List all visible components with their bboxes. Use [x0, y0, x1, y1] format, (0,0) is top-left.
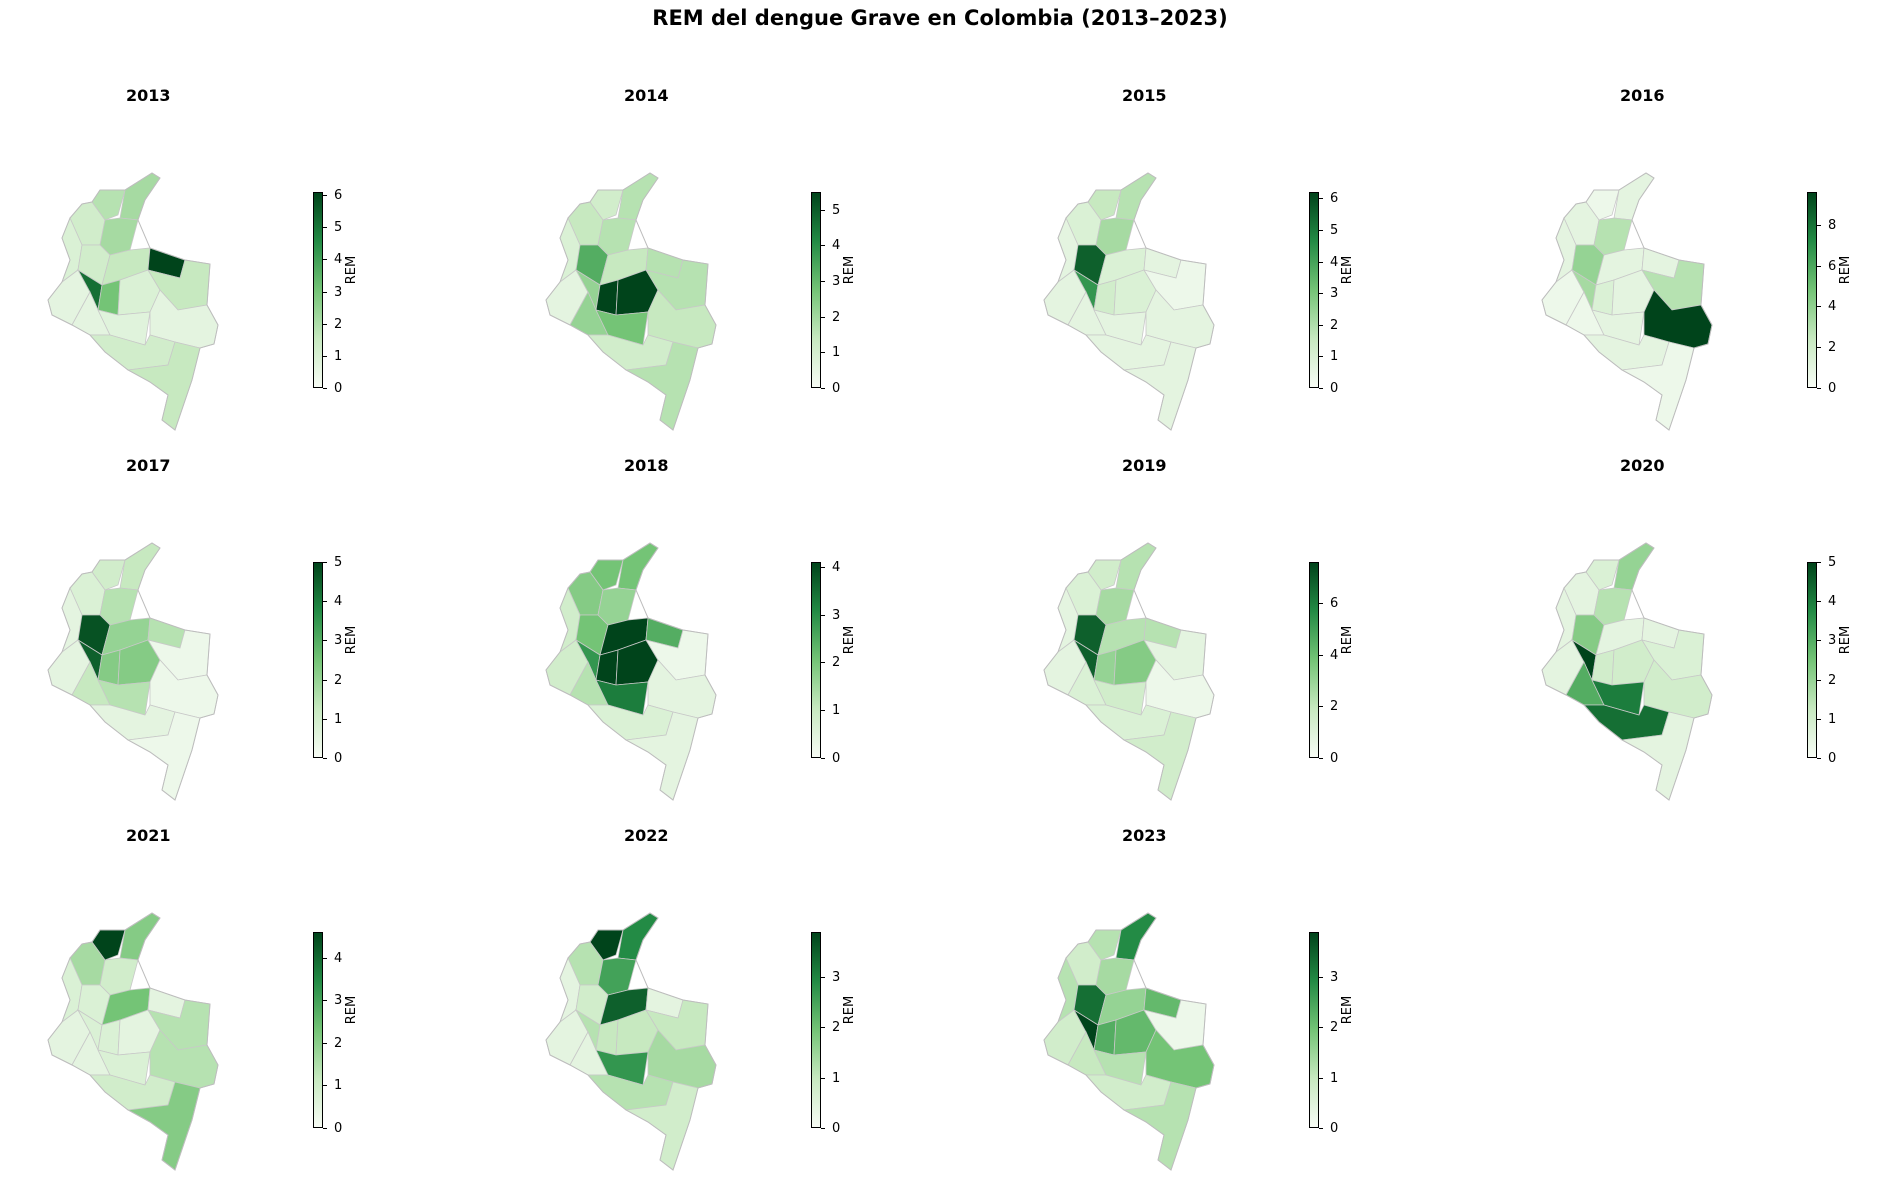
country-outline	[545, 172, 717, 431]
map-panel: 2021 0 1 2 3 4 REM	[0, 810, 420, 1171]
choropleth-map	[1043, 542, 1215, 801]
figure-title: REM del dengue Grave en Colombia (2013–2…	[652, 6, 1228, 30]
map-panel: 2015 0 1 2 3 4 5 6 REM	[996, 70, 1416, 431]
department-region	[97, 1049, 151, 1086]
choropleth-map	[47, 542, 219, 801]
choropleth-map	[47, 172, 219, 431]
country-outline	[47, 912, 219, 1171]
colorbar	[313, 932, 323, 1128]
colorbar-label: REM	[1838, 255, 1853, 285]
colorbar	[1807, 562, 1817, 758]
colorbar	[313, 562, 323, 758]
colorbar-label: REM	[842, 625, 857, 655]
choropleth-map	[545, 542, 717, 801]
panel-title: 2019	[1122, 456, 1167, 475]
country-outline	[545, 542, 717, 801]
colorbar	[313, 192, 323, 388]
choropleth-map	[47, 912, 219, 1171]
choropleth-map	[1043, 912, 1215, 1171]
country-outline	[1541, 172, 1713, 431]
choropleth-map	[1043, 172, 1215, 431]
department-region	[595, 309, 649, 346]
map-panel: 2022 0 1 2 3 REM	[498, 810, 918, 1171]
panel-title: 2021	[126, 826, 171, 845]
colorbar	[1309, 192, 1319, 388]
map-panel: 2016 0 2 4 6 8 REM	[1494, 70, 1880, 431]
country-outline	[47, 542, 219, 801]
colorbar	[811, 192, 821, 388]
colorbar-label: REM	[842, 995, 857, 1025]
country-outline	[545, 912, 717, 1171]
choropleth-map	[545, 172, 717, 431]
panel-title: 2020	[1620, 456, 1665, 475]
department-region	[595, 679, 649, 716]
colorbar-label: REM	[1340, 995, 1355, 1025]
panel-title: 2018	[624, 456, 669, 475]
map-panel: 2013 0 1 2 3 4 5 6 REM	[0, 70, 420, 431]
colorbar-label: REM	[1340, 625, 1355, 655]
map-panel: 2018 0 1 2 3 4 REM	[498, 440, 918, 801]
choropleth-map	[1541, 542, 1713, 801]
map-panel: 2020 0 1 2 3 4 5 REM	[1494, 440, 1880, 801]
map-panel: 2017 0 1 2 3 4 5 REM	[0, 440, 420, 801]
panel-title: 2015	[1122, 86, 1167, 105]
department-region	[1093, 1049, 1147, 1086]
department-region	[1093, 679, 1147, 716]
panel-title: 2022	[624, 826, 669, 845]
department-region	[1591, 679, 1645, 716]
colorbar-label: REM	[344, 255, 359, 285]
country-outline	[47, 172, 219, 431]
department-region	[1093, 309, 1147, 346]
colorbar-label: REM	[344, 995, 359, 1025]
department-region	[97, 679, 151, 716]
map-panel: 2023 0 1 2 3 REM	[996, 810, 1416, 1171]
panel-title: 2017	[126, 456, 171, 475]
department-region	[595, 1049, 649, 1086]
panel-title: 2014	[624, 86, 669, 105]
colorbar-label: REM	[842, 255, 857, 285]
country-outline	[1043, 172, 1215, 431]
country-outline	[1043, 912, 1215, 1171]
country-outline	[1541, 542, 1713, 801]
colorbar	[811, 562, 821, 758]
colorbar	[1807, 192, 1817, 388]
panel-title: 2023	[1122, 826, 1167, 845]
panel-title: 2013	[126, 86, 171, 105]
choropleth-map	[545, 912, 717, 1171]
colorbar	[1309, 932, 1319, 1128]
panel-title: 2016	[1620, 86, 1665, 105]
department-region	[1591, 309, 1645, 346]
department-region	[97, 309, 151, 346]
choropleth-map	[1541, 172, 1713, 431]
map-panel: 2014 0 1 2 3 4 5 REM	[498, 70, 918, 431]
colorbar-label: REM	[1838, 625, 1853, 655]
colorbar	[1309, 562, 1319, 758]
colorbar-label: REM	[1340, 255, 1355, 285]
country-outline	[1043, 542, 1215, 801]
colorbar-label: REM	[344, 625, 359, 655]
map-panel: 2019 0 2 4 6 REM	[996, 440, 1416, 801]
colorbar	[811, 932, 821, 1128]
